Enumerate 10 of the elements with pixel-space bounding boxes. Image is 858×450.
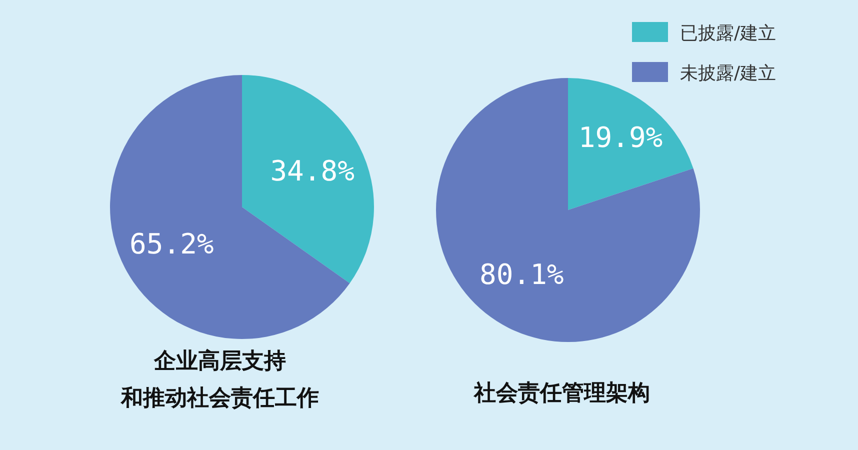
data-label: 65.2% <box>130 227 214 260</box>
legend-label: 未披露/建立 <box>680 63 776 84</box>
data-label: 19.9% <box>578 121 663 154</box>
data-label: 34.8% <box>270 154 355 188</box>
data-label: 80.1% <box>480 258 564 292</box>
pie-slice <box>242 75 374 284</box>
text: 企业高层支持 <box>153 348 286 374</box>
text: 和推动社会责任工作 <box>120 386 319 411</box>
text: 社会责任管理架构 <box>473 381 650 406</box>
legend-label: 已披露/建立 <box>680 23 776 44</box>
